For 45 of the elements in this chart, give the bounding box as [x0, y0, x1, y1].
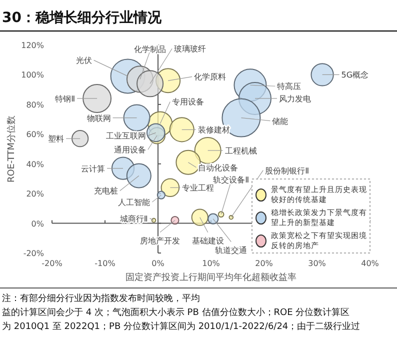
text: 为 2010Q1 至 2022Q1；PB 分位数计算区间为 2010/1/1-2022/6/24；由于二级行业过	[2, 321, 360, 332]
y-axis-title: ROE-TTM分位数	[6, 115, 17, 183]
text: 益的计算区间会少于 4 次；气泡面积大小表示 PB 估值分位数大小；ROE 分位数计算区	[2, 307, 350, 318]
x-tick-label: 30%	[308, 259, 326, 268]
annotation: 工程机械	[224, 146, 257, 156]
annotation: 化学原料	[194, 72, 226, 82]
annotation: 塑料	[48, 134, 64, 144]
annotation: 玻璃玻纤	[174, 44, 206, 54]
annotation: 轨交设备Ⅱ	[213, 175, 250, 184]
annotation: 工业互联网	[106, 132, 146, 141]
annotation: 风力发电	[278, 94, 311, 104]
annotation: 股份制银行Ⅱ	[265, 166, 310, 176]
annotation: 云计算	[81, 164, 106, 174]
x-tick-label: 0%	[152, 259, 165, 268]
annotation: 专业工程	[182, 184, 214, 193]
y-tick-label: 20%	[26, 190, 44, 199]
annotation: 人工智能	[118, 198, 150, 208]
annotation: 储能	[272, 116, 288, 126]
x-axis-title: 固定资产投资上行期间平均年化超额收益率	[126, 272, 296, 283]
text: 注：有部分细分行业因为指数发布时间较晚，平均	[2, 293, 200, 304]
y-tick-label: -20%	[23, 249, 44, 258]
annotation: 充电桩	[94, 186, 118, 196]
x-tick-label: -10%	[94, 259, 116, 268]
annotation: 城商行Ⅱ	[118, 214, 148, 224]
annotation: 专用设备	[172, 98, 204, 107]
annotation: 自动化设备	[198, 163, 238, 172]
x-tick-label: -20%	[42, 259, 63, 268]
annotation: 特高压	[277, 82, 302, 92]
y-tick-label: 40%	[26, 160, 44, 169]
y-tick-label: 80%	[26, 100, 44, 110]
annotation: 特钢Ⅱ	[55, 94, 76, 104]
x-tick-label: 10%	[202, 259, 220, 268]
x-tick-label: 20%	[255, 259, 274, 268]
y-tick-label: 60%	[26, 130, 44, 140]
annotation: 通用设备	[114, 146, 146, 155]
annotation: 物联网	[86, 114, 111, 123]
annotation: 基础建设	[192, 236, 224, 246]
annotation: 光伏	[76, 56, 92, 66]
y-tick-label: 100%	[21, 70, 44, 80]
annotation: 5G概念	[341, 70, 369, 80]
annotation: 轨道交通	[215, 246, 248, 255]
x-tick-label: 40%	[361, 259, 380, 268]
chart-title: 30：稳增长细分行业情况	[2, 10, 162, 26]
y-tick-label: 120%	[21, 41, 44, 50]
y-tick-label: 0%	[31, 219, 44, 228]
